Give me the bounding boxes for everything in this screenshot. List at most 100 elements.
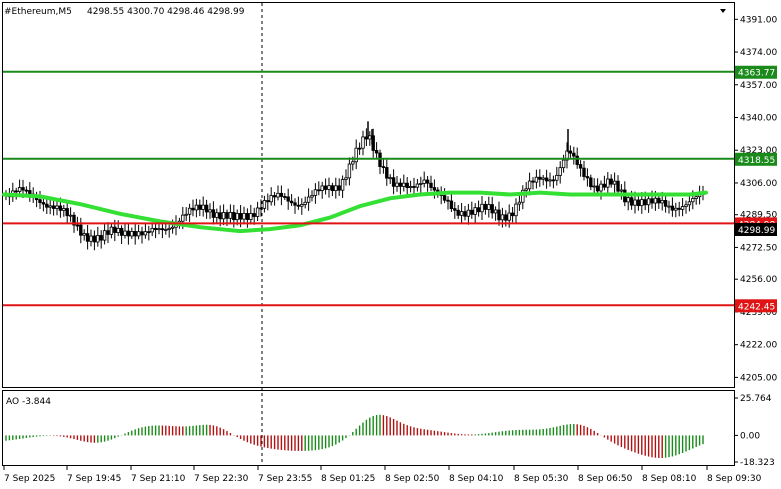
candle-body: [504, 214, 508, 221]
candle-body: [442, 195, 447, 201]
candle-body: [391, 177, 396, 187]
candle-body: [354, 147, 358, 163]
candle-body: [119, 227, 124, 236]
candle-body: [238, 213, 243, 220]
candle-body: [99, 235, 103, 241]
candle-body: [153, 227, 158, 231]
candle-body: [473, 207, 477, 215]
candle-body: [663, 200, 668, 207]
candle-body: [470, 209, 474, 215]
candle-body: [303, 201, 307, 205]
candle-body: [347, 163, 352, 179]
time-tick-label: 8 Sep 05:30: [514, 474, 569, 484]
candle-body: [517, 201, 522, 205]
time-tick-label: 7 Sep 23:55: [258, 474, 312, 484]
candle-body: [204, 204, 209, 213]
candle-body: [650, 198, 654, 204]
candle-body: [626, 197, 630, 203]
horizontal-levels[interactable]: [3, 70, 734, 307]
candle-body: [527, 180, 532, 190]
ao-title: AO -3.844: [6, 397, 51, 407]
candle-body: [578, 164, 583, 169]
candle-body: [510, 212, 515, 217]
level-label: 4242.45: [738, 302, 775, 312]
candle-body: [255, 207, 260, 217]
candle-body: [150, 227, 154, 233]
candle-body: [490, 204, 494, 214]
candle-body: [487, 204, 491, 210]
candle-body: [694, 196, 698, 199]
candle-body: [143, 231, 148, 236]
price-tick-label: 4357.00: [740, 81, 777, 91]
candle-body: [687, 201, 692, 206]
candle-body: [351, 161, 355, 165]
candle-body: [480, 203, 484, 213]
candle-body: [62, 208, 66, 211]
candle-body: [106, 230, 110, 235]
candle-body: [500, 214, 505, 221]
time-tick-label: 7 Sep 2025: [4, 474, 55, 484]
candle-body: [306, 196, 311, 203]
ao-indicator-frame[interactable]: [2, 390, 735, 466]
candle-body: [385, 167, 389, 179]
ao-tick-label: 0.00: [740, 431, 760, 441]
candle-body: [538, 176, 542, 180]
candle-body: [208, 209, 212, 213]
candle-body: [266, 200, 270, 203]
candle-body: [317, 189, 321, 192]
price-tick-label: 4289.50: [740, 211, 777, 221]
price-tick-label: 4239.00: [740, 308, 777, 318]
candle-body: [357, 147, 362, 150]
candle-body: [245, 213, 250, 220]
candle-body: [58, 205, 63, 211]
candle-body: [422, 179, 426, 184]
candle-body: [643, 199, 647, 206]
candle-body: [160, 228, 165, 231]
candle-body: [136, 231, 141, 237]
candle-body: [283, 196, 287, 198]
candle-body: [194, 204, 199, 211]
candle-body: [113, 226, 117, 233]
candle-body: [660, 200, 664, 204]
candle-body: [364, 136, 369, 140]
price-axis: 4391.00 4374.00 4357.00 4340.00 4323.00 4306.…: [734, 15, 777, 383]
candle-body: [272, 195, 277, 198]
candle-body: [408, 186, 413, 189]
candle-body: [225, 212, 229, 219]
candle-body: [89, 235, 93, 242]
price-tick-label: 4306.00: [740, 179, 777, 189]
candle-body: [75, 224, 80, 227]
candle-body: [476, 207, 481, 213]
moving-average-line: [2, 190, 708, 234]
candle-body: [279, 192, 284, 197]
candle-body: [575, 155, 579, 165]
candle-body: [300, 204, 304, 207]
candle-body: [24, 189, 29, 192]
candle-body: [619, 189, 624, 192]
price-tick-label: 4340.00: [740, 114, 777, 124]
candle-body: [167, 227, 171, 230]
candle-body: [449, 200, 454, 210]
candle-body: [640, 199, 644, 207]
candle-body: [429, 182, 433, 188]
candle-body: [140, 231, 144, 236]
time-tick-label: 7 Sep 22:30: [194, 474, 249, 484]
candle-body: [670, 205, 675, 211]
candle-body: [296, 204, 301, 207]
candle-body: [187, 207, 192, 215]
candle-body: [636, 199, 641, 207]
time-tick-label: 8 Sep 09:30: [707, 474, 762, 484]
candle-body: [388, 177, 392, 180]
candle-body: [507, 212, 511, 221]
candle-body: [45, 203, 49, 208]
candle-body: [395, 182, 399, 187]
price-tick-label: 4222.00: [740, 341, 777, 351]
dropdown-arrow-icon[interactable]: [720, 9, 726, 13]
price-tick-label: 4256.00: [740, 275, 777, 285]
candle-body: [344, 177, 348, 180]
candle-body: [493, 209, 498, 214]
candle-body: [684, 204, 688, 207]
price-tick-label: 4323.00: [740, 146, 777, 156]
candle-body: [72, 214, 76, 226]
